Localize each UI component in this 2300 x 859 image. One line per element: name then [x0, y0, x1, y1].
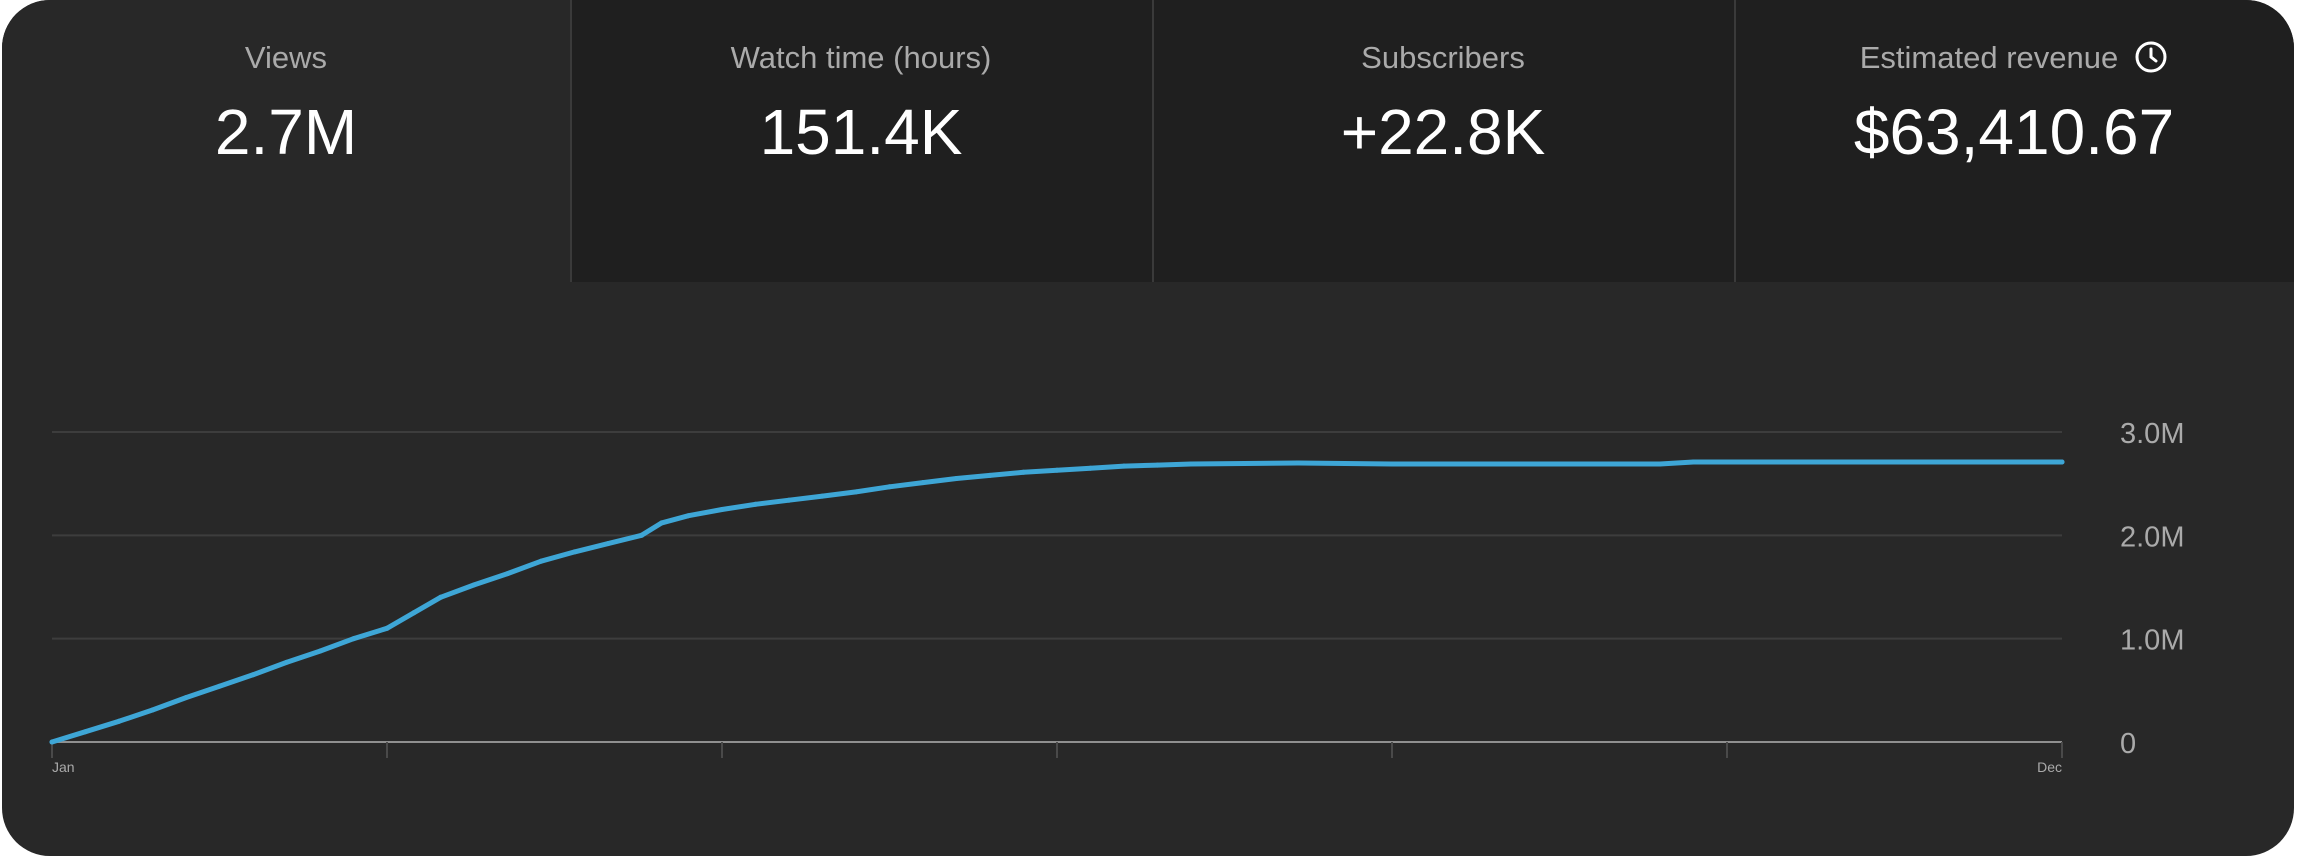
data-point [250, 672, 256, 678]
data-point [753, 501, 758, 507]
tab-views[interactable]: Views 2.7M [2, 0, 570, 282]
y-tick-label: 3.0M [2120, 418, 2184, 450]
data-point [1691, 459, 1696, 465]
tab-divider [1734, 0, 1736, 282]
tab-estimated-revenue-label: Estimated revenue [1859, 40, 2119, 75]
data-point [183, 695, 189, 701]
data-point [605, 541, 611, 547]
data-point [1389, 461, 1395, 467]
data-point [351, 636, 356, 642]
data-point [954, 476, 959, 481]
data-point [150, 707, 155, 713]
data-point [1021, 469, 1026, 475]
tab-estimated-revenue-value: $63,410.67 [1853, 96, 2175, 168]
tab-views-value: 2.7M [214, 96, 358, 168]
tab-divider [570, 0, 572, 282]
data-point [438, 594, 444, 600]
data-point [2059, 459, 2065, 465]
tab-watch-time[interactable]: Watch time (hours) 151.4K [570, 0, 1152, 282]
x-tick-label: Jan [52, 759, 75, 775]
tab-watch-time-label: Watch time (hours) [730, 40, 992, 75]
y-tick-label: 1.0M [2120, 625, 2184, 657]
data-point [1088, 465, 1093, 471]
series-line-0 [49, 459, 2065, 745]
data-point [116, 718, 122, 724]
data-point [1054, 467, 1060, 473]
data-point [686, 513, 691, 519]
data-point [853, 489, 859, 495]
data-point [83, 729, 88, 735]
tab-views-label: Views [244, 40, 328, 75]
data-point [411, 610, 417, 616]
tab-divider [1152, 0, 1154, 282]
data-point [572, 549, 578, 555]
y-tick-label: 0 [2120, 728, 2136, 760]
metric-tabs: Views 2.7M Watch time (hours) 151.4K Sub… [2, 0, 2294, 282]
tab-estimated-revenue[interactable]: Estimated revenue $63,410.67 [1734, 0, 2294, 282]
tab-estimated-revenue-label-row: Estimated revenue [1734, 40, 2294, 76]
data-point [49, 739, 55, 745]
data-point [538, 558, 544, 564]
data-point [639, 532, 645, 538]
tab-subscribers[interactable]: Subscribers +22.8K [1152, 0, 1734, 282]
data-point [820, 493, 825, 499]
data-point [505, 571, 511, 577]
data-point [1925, 459, 1931, 465]
data-point [987, 472, 993, 478]
data-point [1295, 460, 1301, 466]
data-point [1188, 461, 1194, 467]
data-point [284, 659, 289, 665]
data-point [1121, 463, 1127, 469]
data-point [719, 507, 725, 512]
tab-watch-time-value: 151.4K [759, 96, 963, 168]
chart-svg: 0 1.0M 2.0M 3.0M Jan Dec [49, 418, 2184, 775]
x-tick-label: Dec [2037, 759, 2062, 775]
data-point [384, 625, 390, 631]
tab-subscribers-value: +22.8K [1340, 96, 1546, 168]
data-point [317, 648, 323, 654]
data-point [659, 520, 665, 526]
data-point [1523, 461, 1529, 467]
data-point [471, 582, 477, 588]
tab-subscribers-label: Subscribers [1361, 40, 1525, 75]
data-point [920, 480, 926, 486]
data-point [887, 484, 892, 490]
y-tick-label: 2.0M [2120, 521, 2184, 553]
data-point [1791, 459, 1797, 465]
views-chart: 0 1.0M 2.0M 3.0M Jan Dec [2, 282, 2294, 856]
data-point [1657, 461, 1663, 467]
data-point [1155, 462, 1160, 468]
clock-icon[interactable] [2134, 40, 2168, 74]
data-point [217, 683, 222, 689]
data-point [786, 497, 792, 503]
